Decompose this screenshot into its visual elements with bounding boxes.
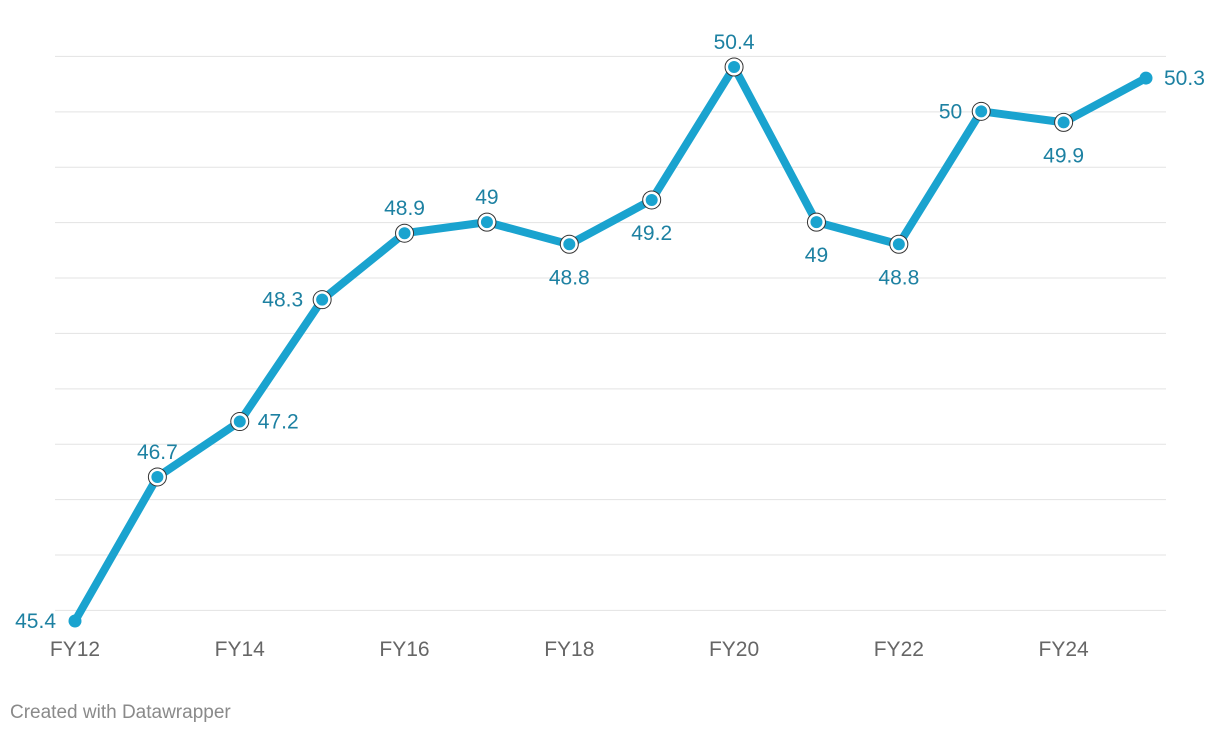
data-point [559,234,579,254]
data-point [68,614,82,628]
data-label: 47.2 [258,411,299,434]
data-label: 45.4 [15,610,56,633]
data-point [395,223,415,243]
data-label: 48.8 [549,266,590,289]
data-label: 50 [939,100,962,123]
x-axis-tick-labels: FY12 FY14 FY16 FY18 FY20 FY22 FY24 [50,638,1089,661]
x-tick-label: FY16 [379,638,429,661]
x-tick-label: FY18 [544,638,594,661]
data-point [1139,71,1153,85]
credit-text: Created with Datawrapper [10,702,231,723]
data-point [230,412,250,432]
data-label: 50.3 [1164,67,1205,90]
data-point [642,190,662,210]
data-point [724,57,744,77]
x-tick-label: FY22 [874,638,924,661]
data-label: 48.3 [262,289,303,312]
line-chart: FY12 FY14 FY16 FY18 FY20 FY22 FY24 45.4 46.7 47.… [15,31,1205,661]
data-point [1054,112,1074,132]
gridlines [55,55,1166,611]
data-point [147,467,167,487]
data-point [312,290,332,310]
data-labels: 45.4 46.7 47.2 48.3 48.9 49 48.8 49.2 50.4 49 48.8… [15,31,1205,633]
data-label: 50.4 [714,31,755,54]
data-label: 49.9 [1043,144,1084,167]
series-line-group [71,63,1150,625]
data-label: 49 [475,186,498,209]
series-line [71,63,1150,625]
data-point [477,212,497,232]
data-label: 48.8 [878,266,919,289]
data-points [68,57,1153,628]
x-tick-label: FY24 [1039,638,1090,661]
x-tick-label: FY12 [50,638,100,661]
data-label: 46.7 [137,441,178,464]
x-tick-label: FY14 [215,638,266,661]
x-tick-label: FY20 [709,638,759,661]
data-label: 49.2 [631,222,672,245]
data-label: 48.9 [384,197,425,220]
data-label: 49 [805,244,828,267]
data-point [806,212,826,232]
data-point [889,234,909,254]
data-point [971,101,991,121]
